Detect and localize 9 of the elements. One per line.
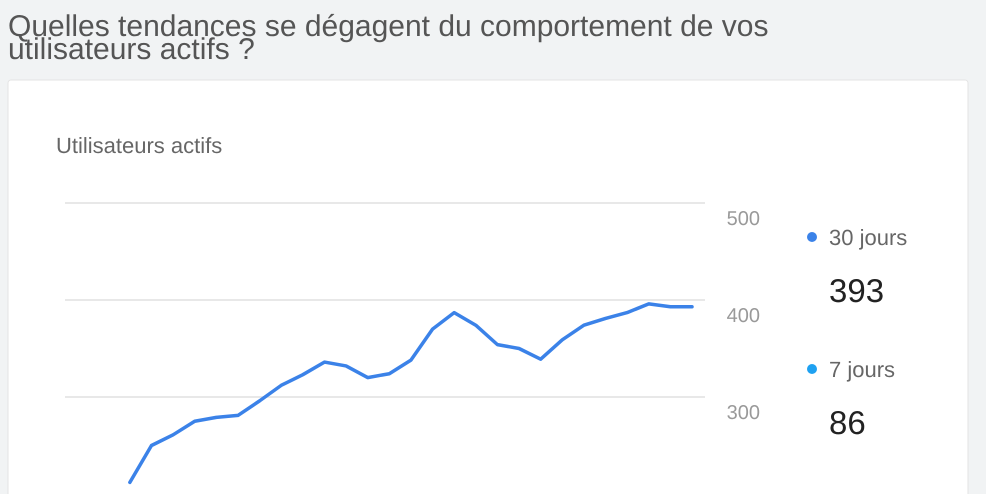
chart-title: Quelles tendances se dégagent du comportement de vos utilisateurs actifs ?: [8, 10, 768, 66]
legend-label: 7 jours: [829, 357, 896, 382]
chart-subtitle: Utilisateurs actifs: [56, 133, 222, 158]
legend-label: 30 jours: [829, 225, 908, 250]
y-tick-label: 300: [726, 402, 760, 424]
y-tick-label: 500: [726, 208, 760, 230]
y-tick-label: 400: [726, 305, 760, 327]
text: 393: [829, 272, 884, 309]
text: 86: [829, 404, 866, 441]
